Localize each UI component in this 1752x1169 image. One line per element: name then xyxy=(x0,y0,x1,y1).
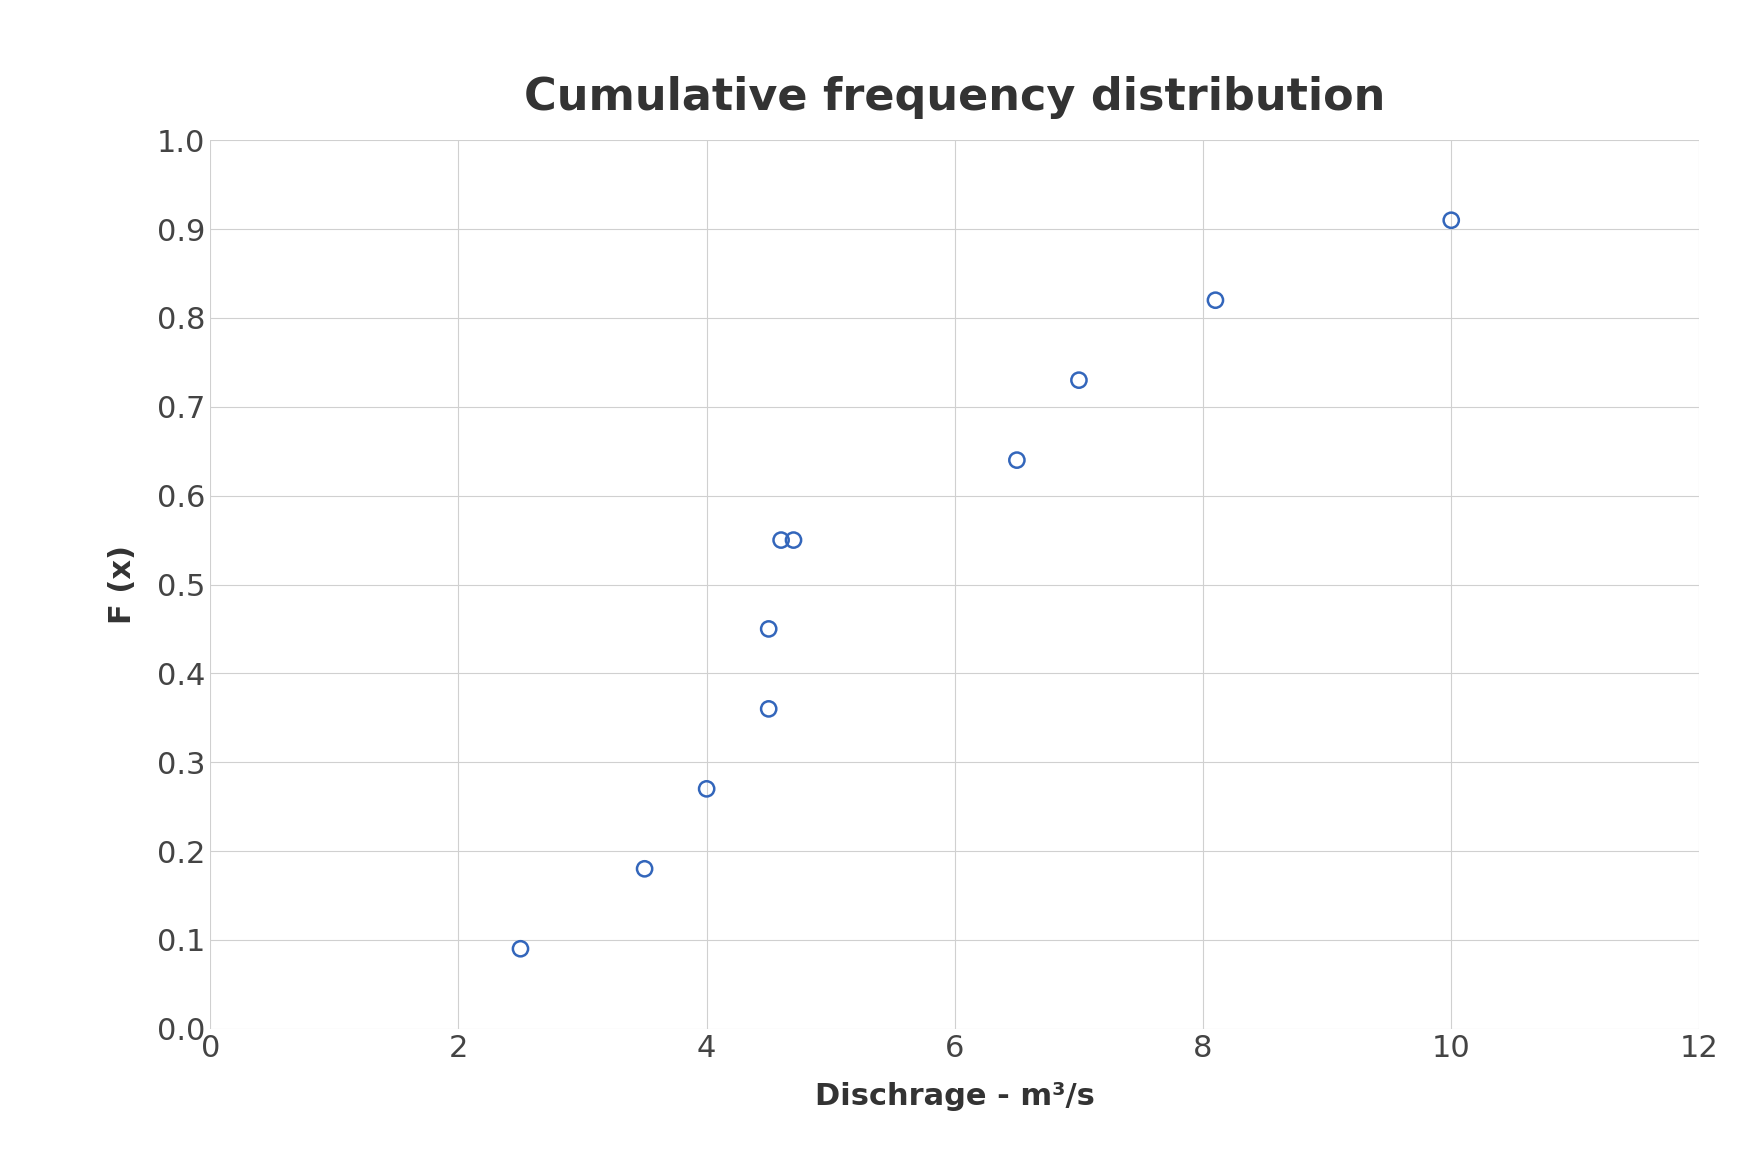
Point xyxy=(755,620,783,638)
Point xyxy=(1437,210,1465,229)
Point xyxy=(692,780,720,798)
Title: Cumulative frequency distribution: Cumulative frequency distribution xyxy=(524,76,1386,119)
Point xyxy=(506,940,534,959)
Point xyxy=(767,531,795,549)
Point xyxy=(755,699,783,718)
X-axis label: Dischrage - m³/s: Dischrage - m³/s xyxy=(815,1082,1095,1111)
Point xyxy=(1065,371,1093,389)
Point xyxy=(631,859,659,878)
Point xyxy=(1002,451,1030,470)
Point xyxy=(780,531,808,549)
Point xyxy=(1202,291,1230,310)
Y-axis label: F (x): F (x) xyxy=(109,545,137,624)
